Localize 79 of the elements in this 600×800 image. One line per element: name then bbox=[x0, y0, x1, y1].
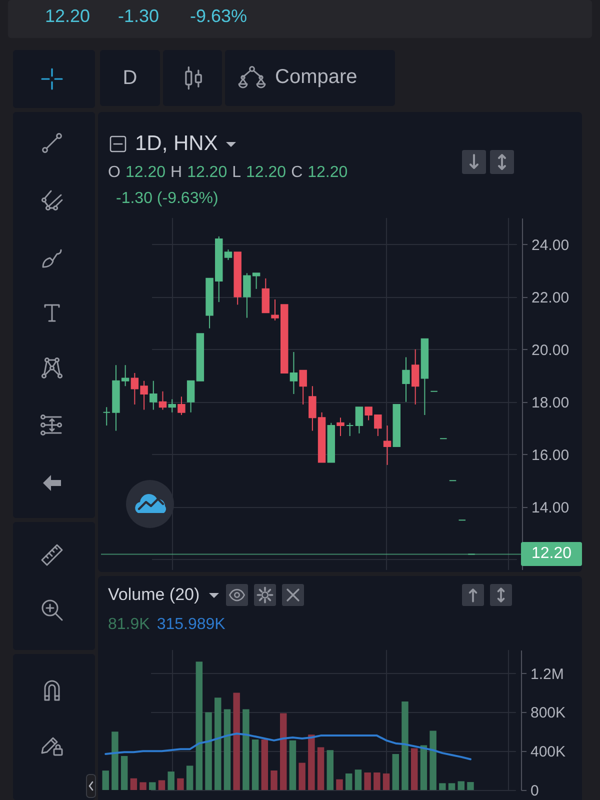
bar bbox=[336, 779, 343, 790]
bar bbox=[120, 756, 128, 790]
y-tick-label: 24.00 bbox=[532, 236, 570, 254]
bar bbox=[298, 762, 306, 790]
text: 12.20 bbox=[45, 6, 90, 27]
bar bbox=[326, 750, 334, 790]
y-tick-label: 400K bbox=[530, 744, 566, 761]
bar bbox=[177, 778, 184, 790]
bar bbox=[289, 740, 296, 790]
bar bbox=[308, 734, 315, 790]
candlestick bbox=[346, 422, 354, 437]
bar bbox=[186, 766, 194, 790]
bar bbox=[261, 739, 268, 790]
bar bbox=[345, 773, 352, 790]
text: 315.989K bbox=[156, 616, 226, 633]
bar bbox=[410, 748, 418, 790]
candlestick bbox=[178, 396, 186, 416]
candlestick bbox=[150, 380, 158, 410]
bar bbox=[467, 782, 474, 790]
y-tick-label: 0 bbox=[530, 782, 539, 800]
bar bbox=[458, 781, 464, 790]
y-tick-label: 16.00 bbox=[532, 446, 570, 464]
line-series bbox=[104, 732, 472, 760]
bar bbox=[392, 754, 400, 790]
text: 81.9K bbox=[108, 616, 150, 633]
bar bbox=[364, 772, 371, 790]
candlestick bbox=[336, 417, 344, 437]
candlestick bbox=[383, 425, 392, 466]
candlestick bbox=[224, 249, 232, 261]
bar bbox=[158, 780, 166, 790]
y-tick-label: 20.00 bbox=[532, 342, 570, 359]
bar bbox=[354, 770, 362, 790]
candlestick bbox=[262, 278, 270, 314]
bar bbox=[149, 782, 156, 790]
bar bbox=[270, 770, 278, 790]
bar bbox=[112, 732, 118, 790]
text: -9.63% bbox=[190, 6, 248, 27]
candlestick bbox=[402, 356, 410, 402]
candlestick bbox=[158, 390, 167, 410]
bar bbox=[420, 745, 428, 790]
candlestick bbox=[290, 351, 298, 394]
chart-title: Volume (20) bbox=[108, 585, 200, 605]
bar bbox=[317, 747, 324, 790]
bar bbox=[224, 709, 231, 790]
bar bbox=[214, 698, 222, 790]
bar bbox=[382, 773, 390, 790]
y-tick-label: 1.2M bbox=[530, 666, 564, 683]
bar bbox=[448, 783, 456, 790]
bar bbox=[233, 692, 240, 790]
bar bbox=[196, 662, 203, 790]
chart-title: 1D, HNX bbox=[135, 132, 218, 156]
bar bbox=[252, 739, 259, 790]
bar bbox=[402, 702, 408, 790]
candlestick bbox=[411, 348, 420, 406]
y-tick-label: 18.00 bbox=[532, 394, 570, 412]
text: O 12.20 H 12.20 L 12.20 C 12.20 bbox=[108, 164, 348, 181]
bar bbox=[205, 712, 212, 790]
candlestick bbox=[168, 398, 176, 413]
bar bbox=[242, 709, 250, 790]
ref-line-label: 12.20 bbox=[521, 542, 582, 566]
bar bbox=[130, 778, 138, 790]
bar bbox=[374, 772, 380, 790]
candlestick bbox=[355, 406, 364, 434]
candlestick bbox=[102, 406, 110, 426]
text: -1.30 bbox=[118, 6, 160, 27]
bar bbox=[280, 713, 287, 790]
bar bbox=[430, 730, 436, 790]
text: Compare bbox=[275, 66, 358, 89]
bar bbox=[439, 783, 446, 790]
bar bbox=[140, 782, 146, 790]
candlestick bbox=[186, 380, 195, 413]
bar bbox=[168, 772, 174, 790]
text: -1.30 (-9.63%) bbox=[115, 190, 218, 208]
y-tick-label: 22.00 bbox=[532, 289, 570, 306]
bar bbox=[102, 770, 109, 790]
text: D bbox=[122, 67, 138, 90]
y-tick-label: 800K bbox=[530, 704, 566, 722]
y-tick-label: 14.00 bbox=[532, 499, 570, 516]
candlestick bbox=[299, 370, 307, 406]
